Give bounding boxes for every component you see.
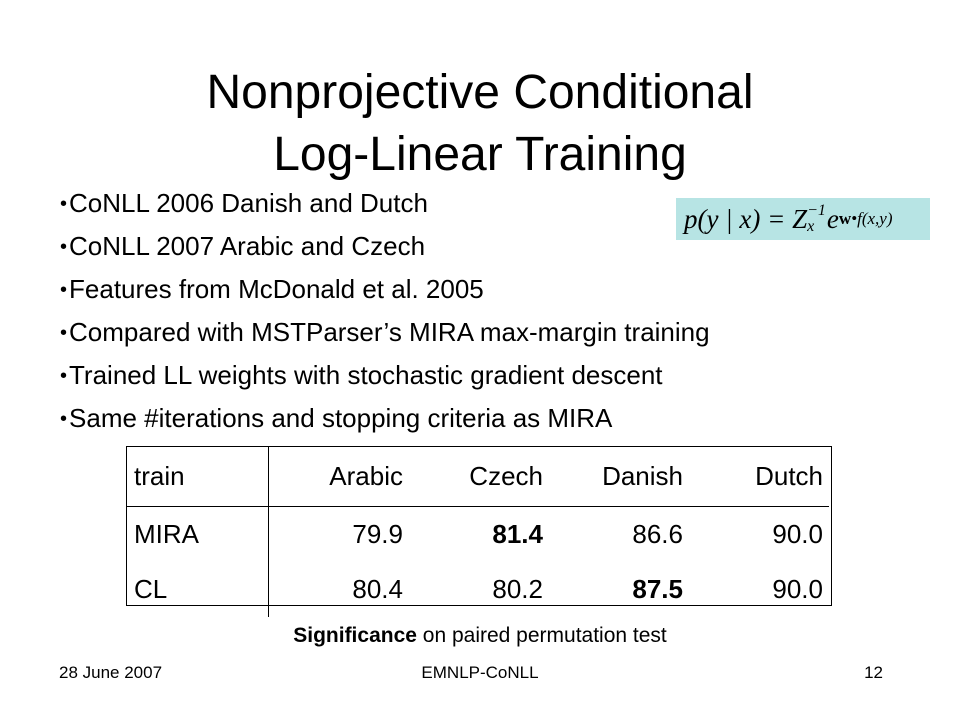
formula-z-scripts: −1 x (807, 203, 826, 235)
table-cell: 80.2 (492, 574, 543, 604)
table-row: MIRA 79.9 81.4 86.6 90.0 (126, 506, 829, 562)
header-cell: Czech (409, 446, 549, 507)
formula-exp-bold: w (838, 209, 852, 228)
footer-page-number: 12 (864, 663, 883, 682)
header-cell: Dutch (689, 446, 829, 507)
bullet-item: CoNLL 2007 Arabic and Czech (60, 225, 710, 268)
formula-z-sub: x (807, 218, 815, 235)
table-header-row: train Arabic Czech Danish Dutch (126, 446, 829, 507)
table-cell: 80.4 (352, 574, 403, 604)
table-cell: 79.9 (352, 519, 403, 549)
formula-lhs: p(y | x) = Z (684, 203, 808, 234)
title-line-2: Log-Linear Training (273, 128, 687, 181)
results-table: train Arabic Czech Danish Dutch MIRA 79.… (126, 446, 829, 617)
table-cell: MIRA (126, 506, 269, 562)
table-cell: 90.0 (772, 574, 823, 604)
table-cell: 86.6 (632, 519, 683, 549)
title-line-1: Nonprojective Conditional (206, 66, 754, 119)
table-cell: CL (126, 562, 269, 617)
caption-bold: Significance (293, 624, 417, 647)
formula-e: e (826, 203, 839, 234)
caption-rest: on paired permutation test (416, 624, 667, 647)
formula-exp-rest: •f(x,y) (851, 209, 893, 228)
footer-venue: EMNLP-CoNLL (421, 663, 539, 682)
formula-z-sup: −1 (807, 202, 826, 219)
slide-title: Nonprojective Conditional Log-Linear Tra… (0, 62, 960, 186)
table-cell-bold: 87.5 (632, 574, 683, 604)
table-cell-bold: 81.4 (492, 519, 543, 549)
table-row: CL 80.4 80.2 87.5 90.0 (126, 562, 829, 617)
bullet-item: Trained LL weights with stochastic gradi… (60, 354, 710, 397)
formula-box: p(y | x) = Z −1 x e w•f(x,y) (676, 198, 930, 240)
bullet-list: CoNLL 2006 Danish and Dutch CoNLL 2007 A… (60, 182, 710, 440)
header-cell: Danish (549, 446, 689, 507)
bullet-item: CoNLL 2006 Danish and Dutch (60, 182, 710, 225)
footer-date: 28 June 2007 (59, 663, 163, 682)
bullet-item: Features from McDonald et al. 2005 (60, 268, 710, 311)
table-cell: 90.0 (772, 519, 823, 549)
bullet-item: Compared with MSTParser’s MIRA max-margi… (60, 311, 710, 354)
table-caption: Significance on paired permutation test (0, 624, 960, 648)
formula-exponent: w•f(x,y) (839, 209, 893, 229)
bullet-item: Same #iterations and stopping criteria a… (60, 397, 710, 440)
header-cell: train (126, 446, 269, 507)
header-cell: Arabic (268, 446, 409, 507)
